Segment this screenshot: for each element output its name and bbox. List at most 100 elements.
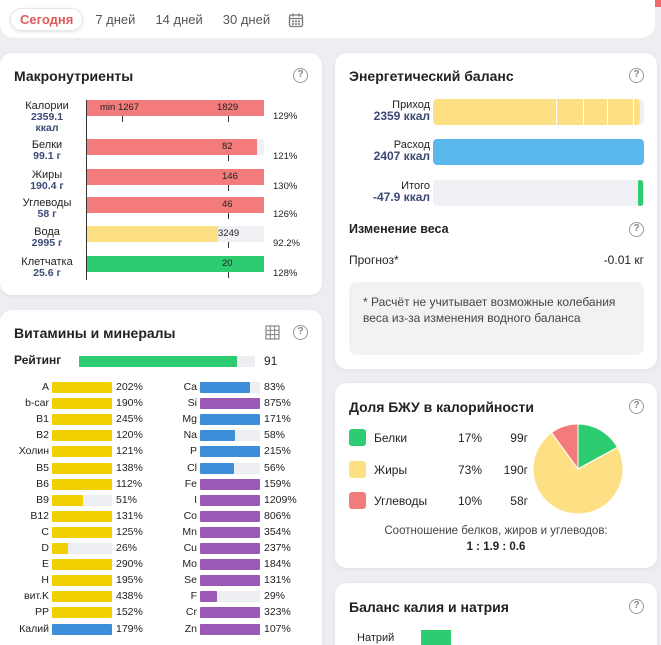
macro-bar-fill <box>86 256 264 272</box>
macro-name: Клетчатка <box>21 256 73 268</box>
vitamin-name: B6 <box>36 478 49 490</box>
macro-target-label: 46 <box>222 199 233 210</box>
vitamin-bar-fill <box>52 430 112 441</box>
vitamin-name: Калий <box>19 623 49 635</box>
pie-slice <box>550 423 579 471</box>
vitamin-bar <box>52 463 112 474</box>
mineral-percent: 1209% <box>264 494 297 506</box>
bar-divider <box>633 99 634 125</box>
vitamin-name: PP <box>34 606 49 618</box>
mineral-bar-fill <box>200 430 235 441</box>
legend-grams: 190г <box>503 463 528 477</box>
macro-name: Углеводы <box>22 197 72 209</box>
intake-fill <box>433 99 640 125</box>
mineral-bar <box>200 543 260 554</box>
mineral-bar-fill <box>200 624 260 635</box>
outgo-label: Расход <box>393 139 430 151</box>
period-selector: Сегодня 7 дней 14 дней 30 дней <box>0 0 655 38</box>
mineral-bar-fill <box>200 463 234 474</box>
vitamin-percent: 290% <box>116 558 143 570</box>
mineral-bar-fill <box>200 575 260 586</box>
vitamin-name: H <box>41 574 49 586</box>
pie-slice <box>532 431 624 515</box>
vitamin-bar <box>52 591 112 602</box>
help-icon[interactable]: ? <box>629 68 644 83</box>
tab-7-days[interactable]: 7 дней <box>95 12 136 27</box>
vitamin-bar-fill <box>52 511 112 522</box>
mineral-name: Fe <box>184 478 197 490</box>
vitamin-name: B9 <box>36 494 49 506</box>
vitamin-percent: 202% <box>116 381 143 393</box>
vitamins-title: Витамины и минералы <box>14 325 176 341</box>
vitamin-name: B1 <box>36 413 49 425</box>
help-icon[interactable]: ? <box>629 599 644 614</box>
bar-divider <box>607 99 608 125</box>
vitamin-bar-fill <box>52 463 112 474</box>
tab-30-days[interactable]: 30 дней <box>222 12 271 27</box>
macro-tick <box>228 185 229 191</box>
vitamin-bar <box>52 543 112 554</box>
vitamin-bar-fill <box>52 559 112 570</box>
mineral-bar <box>200 624 260 635</box>
total-value: -47.9 ккал <box>373 190 430 204</box>
vitamin-bar <box>52 414 112 425</box>
vitamin-bar <box>52 446 112 457</box>
intake-value: 2359 ккал <box>373 109 430 123</box>
macro-target-label: 146 <box>222 171 238 182</box>
mineral-bar <box>200 559 260 570</box>
vitamin-percent: 245% <box>116 413 143 425</box>
macro-bar-fill <box>86 169 264 185</box>
legend-swatch <box>349 492 366 509</box>
macro-name: Жиры <box>31 169 63 181</box>
help-icon[interactable]: ? <box>293 325 308 340</box>
mineral-percent: 237% <box>264 542 291 554</box>
mineral-bar <box>200 463 260 474</box>
vitamin-bar-fill <box>52 607 112 618</box>
pie-slice <box>577 423 619 470</box>
macro-bar: 46 <box>86 197 264 213</box>
vitamin-bar <box>52 430 112 441</box>
tab-today[interactable]: Сегодня <box>10 8 84 31</box>
outgo-fill <box>433 139 644 165</box>
macro-value: 99.1 г <box>33 150 61 162</box>
mineral-bar <box>200 430 260 441</box>
vitamin-percent: 26% <box>116 542 138 554</box>
total-label: Итого <box>401 180 430 192</box>
mineral-bar-fill <box>200 527 260 538</box>
vitamin-percent: 112% <box>116 478 143 490</box>
macro-name: Вода <box>34 226 60 238</box>
vitamin-bar <box>52 624 112 635</box>
mineral-bar <box>200 527 260 538</box>
macro-value: 190.4 г <box>30 180 64 192</box>
legend-grams: 99г <box>510 431 528 445</box>
macronutrients-title: Макронутриенты <box>14 68 134 84</box>
vitamin-name: A <box>41 381 49 393</box>
vitamin-bar-fill <box>52 591 112 602</box>
help-icon[interactable]: ? <box>293 68 308 83</box>
energy-title: Энергетический баланс <box>349 68 514 84</box>
sodium-label: Натрий <box>357 632 395 644</box>
table-view-icon[interactable] <box>265 325 280 340</box>
calendar-icon[interactable] <box>288 12 304 28</box>
mineral-percent: 323% <box>264 606 291 618</box>
vitamin-name: b-car <box>25 397 49 409</box>
mineral-name: Si <box>187 397 197 409</box>
mineral-name: Cu <box>183 542 197 554</box>
vitamin-percent: 125% <box>116 526 143 538</box>
macro-percent: 128% <box>273 268 298 279</box>
vitamin-bar <box>52 495 112 506</box>
mineral-bar <box>200 446 260 457</box>
help-icon[interactable]: ? <box>629 399 644 414</box>
ratio-label: Соотношение белков, жиров и углеводов: <box>384 525 608 537</box>
mineral-bar-fill <box>200 495 260 506</box>
macro-value: 2359.1 <box>30 111 64 123</box>
macro-bar: min 1267 1829 <box>86 100 264 116</box>
outgo-bar <box>433 139 644 165</box>
mineral-name: Cl <box>187 462 197 474</box>
mineral-percent: 215% <box>264 445 291 457</box>
vitamin-bar-fill <box>52 624 112 635</box>
help-icon[interactable]: ? <box>629 222 644 237</box>
mineral-percent: 354% <box>264 526 291 538</box>
macro-percent: 126% <box>273 209 298 220</box>
tab-14-days[interactable]: 14 дней <box>155 12 203 27</box>
